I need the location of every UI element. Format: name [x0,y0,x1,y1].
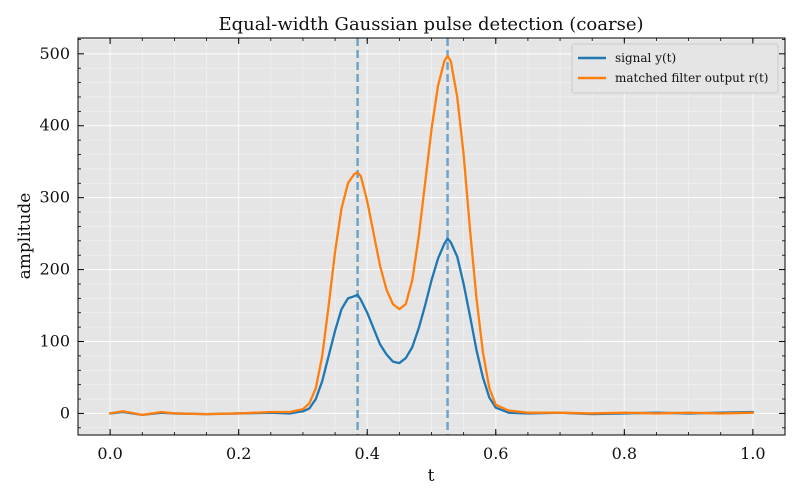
series-line-signal [108,237,755,417]
x-tick-label: 0.2 [226,444,251,463]
x-tick-label: 0.6 [483,444,508,463]
x-tick-label: 0.8 [612,444,637,463]
legend-label-signal: signal y(t) [615,51,676,65]
y-axis-label: amplitude [15,193,35,280]
axis-ticks: 0.0 0.2 0.4 0.6 0.8 1.0 0 100 200 300 400 500 [39,38,786,463]
y-tick-label: 200 [39,260,70,279]
y-tick-label: 400 [39,116,70,135]
y-tick-label: 500 [39,44,70,63]
y-tick-label: 300 [39,188,70,207]
series-line-matched-filter [108,54,755,417]
x-axis-label: t [428,466,435,486]
x-tick-label: 0.0 [97,444,122,463]
series-lines [108,54,755,417]
y-tick-label: 100 [39,332,70,351]
x-tick-label: 1.0 [740,444,765,463]
peak-markers [356,38,449,435]
legend: signal y(t) matched filter output r(t) [571,43,779,94]
legend-label-matched-filter: matched filter output r(t) [615,71,768,85]
x-tick-label: 0.4 [355,444,380,463]
y-tick-label: 0 [60,403,70,422]
chart-title: Equal-width Gaussian pulse detection (co… [219,14,644,35]
legend-box [571,43,779,94]
